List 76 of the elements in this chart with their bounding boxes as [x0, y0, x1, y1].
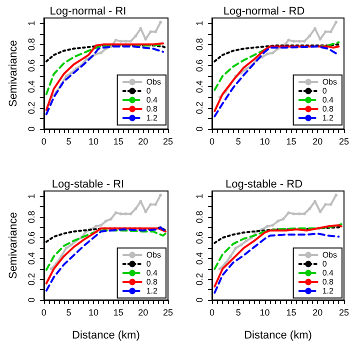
legend-label: 0.4: [146, 268, 158, 278]
x-tick-label: 25: [162, 136, 173, 146]
y-tick-label: 0.8: [26, 38, 36, 51]
legend-label: 0.4: [322, 268, 334, 278]
y-tick-label: 0.8: [26, 210, 36, 224]
x-tick-label: 0: [41, 308, 46, 318]
y-tick-label: 1: [194, 194, 204, 199]
y-tick-label: 0.6: [26, 59, 36, 72]
y-tick-label: 0.4: [194, 252, 204, 265]
legend-label: Obs: [146, 250, 161, 260]
y-tick-label: 0.4: [26, 252, 36, 265]
x-tick-label: 10: [88, 308, 99, 318]
x-tick-label: 15: [286, 308, 296, 318]
x-tick-label: 25: [338, 136, 349, 146]
y-tick-label: 0.6: [194, 231, 204, 244]
legend-label: 0: [322, 86, 328, 96]
x-tick-label: 5: [66, 308, 72, 318]
x-tick-label: 15: [286, 136, 296, 146]
legend-label: Obs: [322, 250, 337, 260]
x-tick-label: 20: [138, 136, 148, 146]
y-tick-label: 0.2: [194, 272, 204, 286]
legend-label: 1.2: [146, 286, 158, 296]
legend-label: 0.8: [322, 104, 334, 114]
legend-label: 0.8: [322, 278, 334, 286]
legend-label: 0: [146, 260, 152, 268]
legend-label: 0.4: [146, 96, 158, 104]
x-tick-label: 25: [338, 308, 349, 318]
x-tick-label: 20: [312, 136, 323, 146]
x-tick-label: 20: [312, 308, 323, 318]
chart-title: Log-normal - RI: [50, 6, 126, 18]
y-tick-label: 1: [26, 20, 36, 26]
y-tick-label: 0.2: [194, 102, 204, 114]
legend-label: 1.2: [322, 114, 334, 122]
y-tick-label: 0.8: [194, 210, 204, 224]
y-tick-label: 1: [26, 194, 36, 199]
chart-title: Log-stable - RD: [225, 178, 303, 190]
y-tick-label: 0.6: [26, 231, 36, 244]
y-tick-label: 0: [194, 297, 204, 303]
x-tick-label: 25: [162, 308, 173, 318]
chart-title: Log-normal - RD: [223, 6, 305, 18]
legend-label: Obs: [146, 78, 161, 86]
y-tick-label: 0.4: [26, 80, 36, 93]
y-tick-label: 0: [194, 126, 204, 132]
legend-label: 1.2: [146, 114, 158, 122]
y-tick-label: 0: [26, 126, 36, 132]
y-tick-label: 0.6: [194, 59, 204, 72]
y-axis-title: Semivariance: [8, 40, 20, 107]
legend-label: 0.8: [146, 104, 158, 114]
x-tick-label: 10: [260, 308, 270, 318]
x-tick-label: 10: [260, 136, 270, 146]
x-tick-label: 0: [41, 136, 46, 146]
x-tick-label: 15: [113, 308, 124, 318]
y-tick-label: 0.2: [26, 272, 36, 286]
legend-label: Obs: [322, 78, 337, 86]
x-tick-label: 20: [138, 308, 148, 318]
x-tick-label: 15: [113, 136, 124, 146]
y-tick-label: 0.4: [194, 80, 204, 93]
x-tick-label: 10: [88, 136, 99, 146]
legend-label: 0.8: [146, 278, 158, 286]
x-axis-title: Distance (km): [72, 330, 140, 342]
legend-label: 0.4: [322, 96, 334, 104]
x-axis-title: Distance (km): [244, 330, 312, 342]
x-tick-label: 5: [236, 308, 241, 318]
y-tick-label: 0: [26, 297, 36, 303]
x-tick-label: 5: [66, 136, 72, 146]
legend-label: 0: [146, 86, 152, 96]
y-tick-label: 1: [194, 20, 204, 26]
chart-title: Log-stable - RI: [52, 178, 124, 190]
x-tick-label: 0: [209, 136, 215, 146]
legend-label: 0: [322, 260, 328, 268]
y-axis-title: Semivariance: [8, 212, 20, 279]
y-tick-label: 0.2: [26, 102, 36, 114]
legend-label: 1.2: [322, 286, 334, 296]
x-tick-label: 0: [209, 308, 215, 318]
x-tick-label: 5: [236, 136, 241, 146]
y-tick-label: 0.8: [194, 38, 204, 51]
